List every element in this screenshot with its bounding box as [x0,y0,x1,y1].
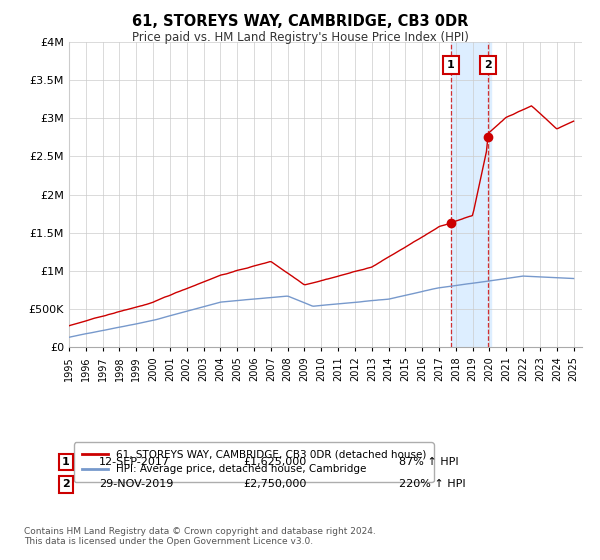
Text: 12-SEP-2017: 12-SEP-2017 [99,457,170,467]
Text: Contains HM Land Registry data © Crown copyright and database right 2024.
This d: Contains HM Land Registry data © Crown c… [24,526,376,546]
Text: 61, STOREYS WAY, CAMBRIDGE, CB3 0DR: 61, STOREYS WAY, CAMBRIDGE, CB3 0DR [132,14,468,29]
Text: 2: 2 [62,479,70,489]
Text: 220% ↑ HPI: 220% ↑ HPI [399,479,466,489]
Text: 1: 1 [62,457,70,467]
Text: £2,750,000: £2,750,000 [243,479,307,489]
Text: 1: 1 [447,60,455,70]
Text: 29-NOV-2019: 29-NOV-2019 [99,479,173,489]
Legend: 61, STOREYS WAY, CAMBRIDGE, CB3 0DR (detached house), HPI: Average price, detach: 61, STOREYS WAY, CAMBRIDGE, CB3 0DR (det… [74,442,434,482]
Text: 87% ↑ HPI: 87% ↑ HPI [399,457,458,467]
Text: Price paid vs. HM Land Registry's House Price Index (HPI): Price paid vs. HM Land Registry's House … [131,31,469,44]
Text: 2: 2 [484,60,491,70]
Text: £1,625,000: £1,625,000 [243,457,306,467]
Bar [451,42,491,347]
